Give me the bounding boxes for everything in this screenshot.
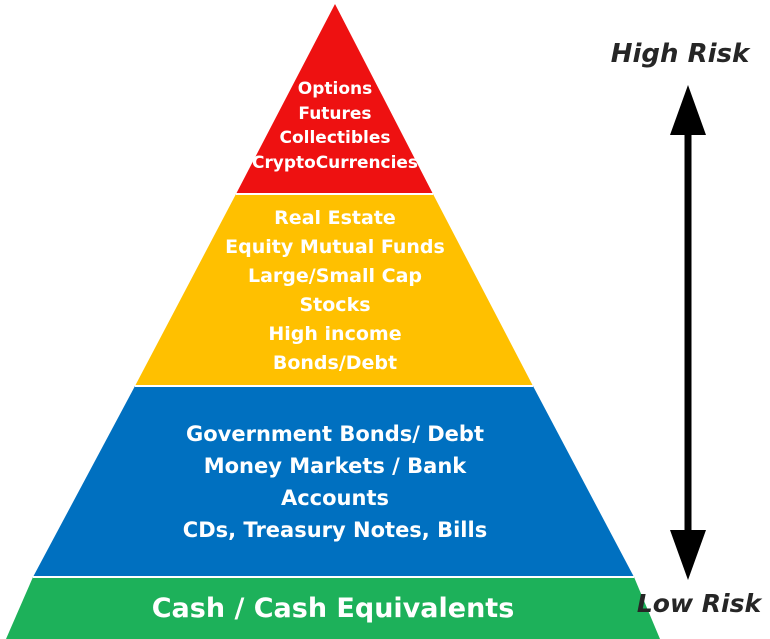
tier-base-label: Cash / Cash Equivalents [152, 593, 515, 624]
tier-top-line-4: CryptoCurrencies [252, 153, 418, 173]
risk-arrow-head-up-icon [670, 85, 706, 135]
risk-arrow [670, 85, 706, 580]
tier-upper-middle-line-5: High income [268, 323, 401, 345]
tier-upper-middle-line-6: Bonds/Debt [273, 352, 397, 374]
tier-upper-middle-line-4: Stocks [299, 294, 370, 316]
tier-top-line-1: Options [298, 79, 372, 99]
risk-arrow-head-down-icon [670, 530, 706, 580]
pyramid-tier-top [236, 4, 433, 194]
high-risk-label: High Risk [611, 39, 751, 69]
pyramid-tier-base [6, 577, 660, 639]
low-risk-label: Low Risk [637, 589, 763, 618]
tier-top-line-3: Collectibles [279, 128, 390, 148]
tier-lower-middle-line-2: Money Markets / Bank [204, 454, 468, 478]
tier-lower-middle-labels: Government Bonds/ Debt Money Markets / B… [183, 422, 487, 542]
tier-upper-middle-line-3: Large/Small Cap [248, 265, 422, 287]
pyramid-tier-upper-middle [135, 194, 533, 386]
tier-lower-middle-line-3: Accounts [281, 486, 389, 510]
tier-top-labels: Options Futures Collectibles CryptoCurre… [252, 79, 418, 173]
tier-upper-middle-line-2: Equity Mutual Funds [225, 236, 445, 258]
tier-upper-middle-labels: Real Estate Equity Mutual Funds Large/Sm… [225, 207, 445, 374]
tier-top-line-2: Futures [298, 104, 371, 124]
tier-lower-middle-line-1: Government Bonds/ Debt [186, 422, 484, 446]
pyramid-tier-lower-middle [33, 386, 634, 577]
tier-upper-middle-line-1: Real Estate [274, 207, 396, 229]
tier-lower-middle-line-4: CDs, Treasury Notes, Bills [183, 518, 487, 542]
